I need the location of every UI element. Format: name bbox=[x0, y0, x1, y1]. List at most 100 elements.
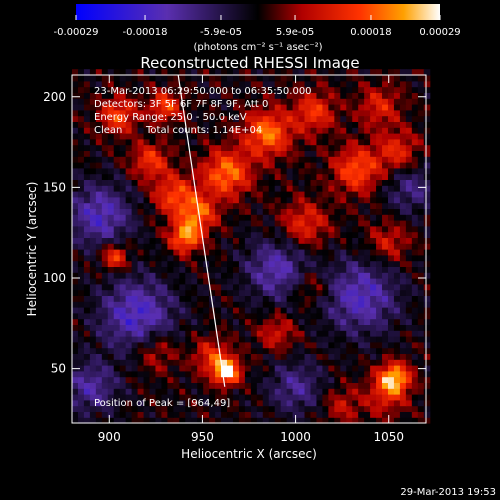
heatmap-cell bbox=[227, 370, 234, 378]
heatmap-cell bbox=[292, 353, 300, 360]
heatmap-cell bbox=[370, 417, 377, 424]
heatmap-cell bbox=[352, 162, 359, 169]
heatmap-cell bbox=[250, 353, 258, 360]
heatmap-cell bbox=[376, 254, 383, 262]
heatmap-cell bbox=[376, 307, 383, 314]
heatmap-cell bbox=[143, 272, 151, 279]
heatmap-cell bbox=[238, 301, 246, 308]
heatmap-cell bbox=[83, 318, 91, 325]
heatmap-cell bbox=[95, 388, 103, 395]
heatmap-cell bbox=[405, 156, 413, 163]
heatmap-cell bbox=[358, 75, 365, 82]
heatmap-cell bbox=[340, 196, 347, 204]
heatmap-cell bbox=[203, 272, 210, 279]
heatmap-cell bbox=[173, 80, 180, 88]
heatmap-cell bbox=[399, 260, 407, 267]
heatmap-cell bbox=[119, 243, 127, 250]
heatmap-cell bbox=[346, 353, 353, 360]
heatmap-cell bbox=[197, 127, 204, 134]
heatmap-cell bbox=[95, 179, 103, 186]
heatmap-cell bbox=[83, 225, 91, 233]
heatmap-cell bbox=[125, 289, 133, 296]
heatmap-cell bbox=[89, 69, 97, 76]
heatmap-cell bbox=[370, 225, 377, 233]
heatmap-cell bbox=[203, 179, 210, 186]
heatmap-cell bbox=[256, 365, 264, 372]
heatmap-cell bbox=[292, 98, 300, 105]
heatmap-cell bbox=[155, 104, 163, 111]
heatmap-cell bbox=[173, 336, 180, 343]
heatmap-cell bbox=[352, 260, 359, 267]
heatmap-cell bbox=[232, 295, 240, 302]
heatmap-cell bbox=[113, 382, 121, 389]
heatmap-cell bbox=[244, 144, 252, 151]
heatmap-cell bbox=[107, 202, 115, 209]
heatmap-cell bbox=[232, 144, 240, 151]
heatmap-cell bbox=[292, 80, 300, 88]
heatmap-cell bbox=[137, 359, 145, 366]
heatmap-cell bbox=[149, 231, 157, 238]
heatmap-cell bbox=[72, 272, 79, 279]
heatmap-cell bbox=[340, 98, 347, 105]
heatmap-cell bbox=[238, 353, 246, 360]
heatmap-cell bbox=[286, 249, 294, 256]
heatmap-cell bbox=[405, 225, 413, 233]
heatmap-cell bbox=[119, 260, 127, 267]
heatmap-cell bbox=[250, 365, 258, 372]
heatmap-cell bbox=[298, 411, 306, 418]
heatmap-cell bbox=[185, 173, 192, 180]
heatmap-cell bbox=[89, 231, 97, 238]
heatmap-cell bbox=[417, 289, 425, 296]
heatmap-cell bbox=[143, 109, 151, 117]
heatmap-cell bbox=[72, 104, 79, 111]
heatmap-cell bbox=[423, 127, 431, 134]
heatmap-cell bbox=[417, 324, 425, 331]
heatmap-cell bbox=[179, 411, 186, 418]
heatmap-cell bbox=[119, 405, 127, 412]
heatmap-cell bbox=[304, 185, 312, 192]
heatmap-cell bbox=[250, 289, 258, 296]
heatmap-cell bbox=[227, 237, 234, 244]
heatmap-cell bbox=[256, 249, 264, 256]
heatmap-cell bbox=[393, 394, 401, 401]
heatmap-cell bbox=[280, 307, 288, 314]
heatmap-cell bbox=[95, 162, 103, 169]
heatmap-cell bbox=[292, 109, 300, 117]
heatmap-cell bbox=[334, 272, 341, 279]
heatmap-cell bbox=[280, 370, 288, 378]
heatmap-cell bbox=[250, 405, 258, 412]
heatmap-cell bbox=[72, 162, 79, 169]
heatmap-cell bbox=[393, 196, 401, 204]
heatmap-cell bbox=[77, 185, 85, 192]
heatmap-cell bbox=[310, 237, 318, 244]
heatmap-cell bbox=[155, 109, 163, 117]
heatmap-cell bbox=[328, 179, 335, 186]
heatmap-cell bbox=[322, 336, 329, 343]
heatmap-cell bbox=[358, 69, 365, 76]
heatmap-cell bbox=[215, 92, 222, 99]
heatmap-cell bbox=[387, 254, 395, 262]
heatmap-cell bbox=[334, 75, 341, 82]
heatmap-cell bbox=[256, 394, 264, 401]
heatmap-cell bbox=[250, 399, 258, 407]
heatmap-cell bbox=[232, 86, 240, 93]
heatmap-cell bbox=[173, 179, 180, 186]
heatmap-cell bbox=[387, 278, 395, 285]
heatmap-cell bbox=[83, 220, 91, 227]
heatmap-cell bbox=[209, 121, 216, 128]
heatmap-cell bbox=[352, 150, 359, 157]
heatmap-cell bbox=[179, 365, 186, 372]
heatmap-cell bbox=[280, 359, 288, 366]
heatmap-cell bbox=[316, 417, 324, 424]
heatmap-cell bbox=[364, 301, 371, 308]
heatmap-cell bbox=[280, 127, 288, 134]
heatmap-cell bbox=[203, 312, 210, 320]
heatmap-cell bbox=[274, 162, 282, 169]
heatmap-cell bbox=[399, 417, 407, 424]
heatmap-cell bbox=[328, 249, 335, 256]
heatmap-cell bbox=[322, 353, 329, 360]
heatmap-cell bbox=[221, 266, 228, 273]
heatmap-cell bbox=[387, 69, 395, 76]
heatmap-cell bbox=[155, 98, 163, 105]
heatmap-cell bbox=[274, 92, 282, 99]
